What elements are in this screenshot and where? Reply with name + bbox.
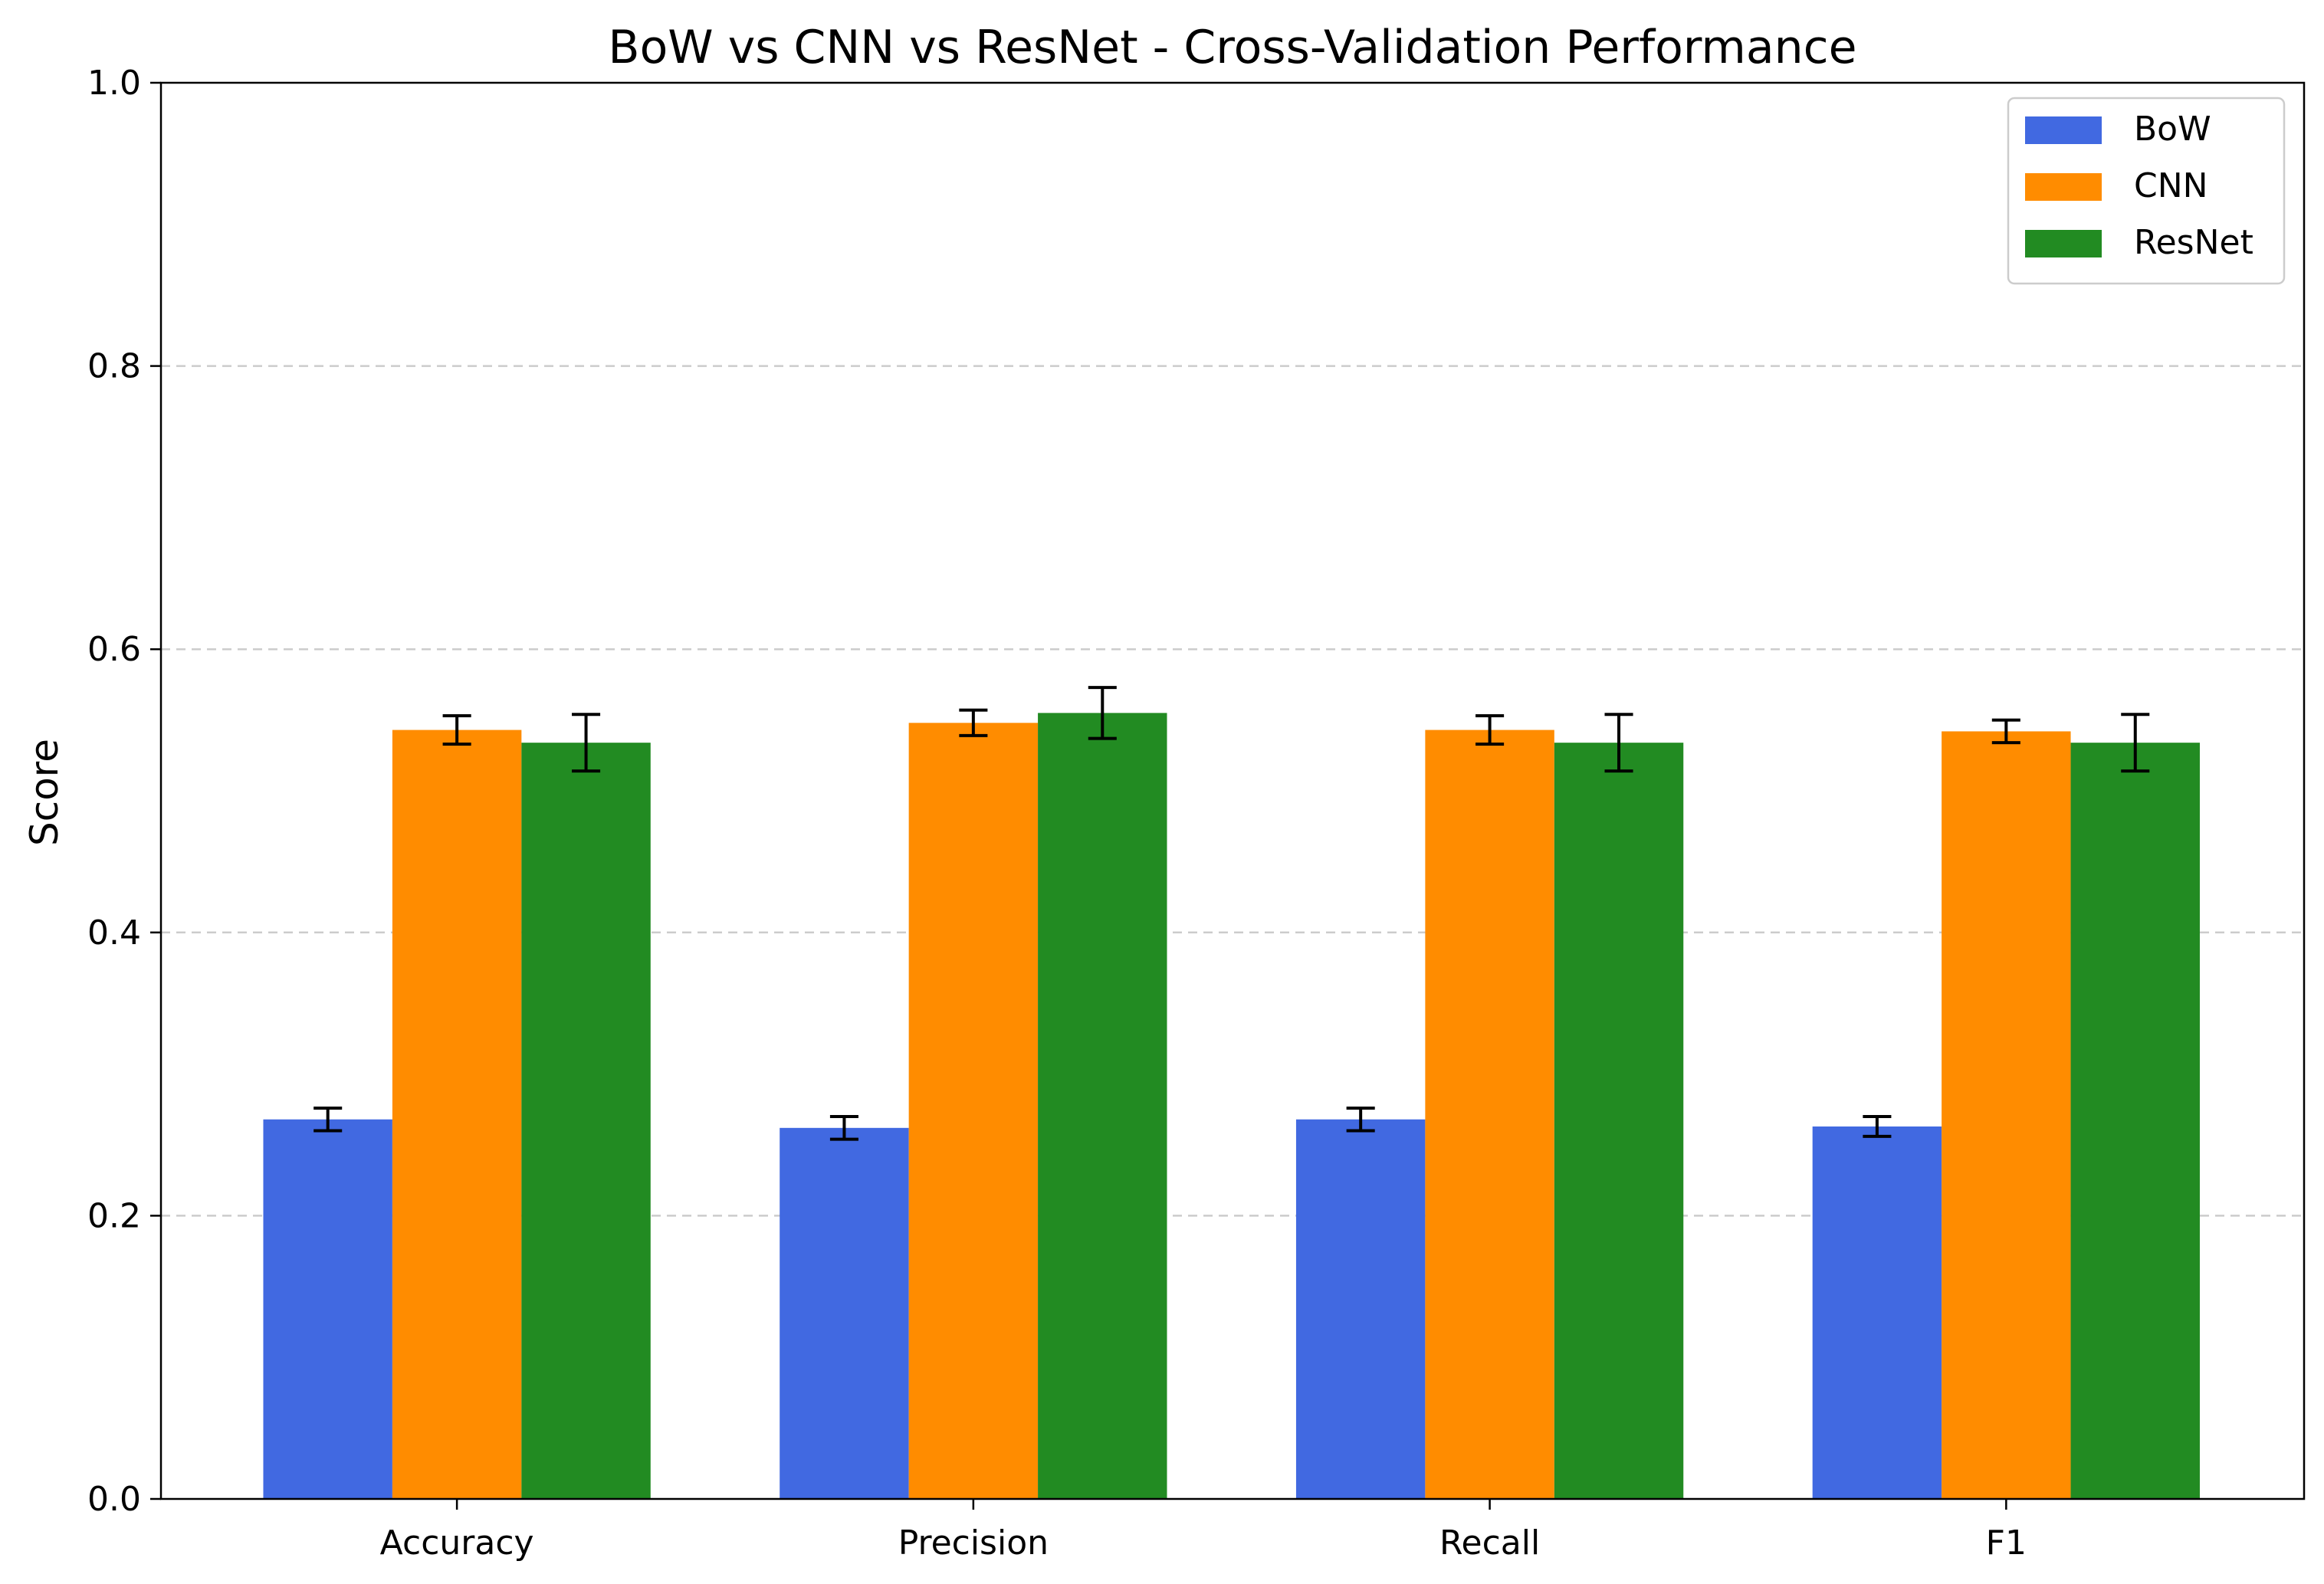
bar-bow-f1	[1812, 1126, 1942, 1499]
legend-swatch-bow	[2025, 116, 2102, 144]
y-axis-label: Score	[22, 739, 67, 846]
y-tick-label: 0.4	[87, 913, 141, 953]
legend-swatch-cnn	[2025, 173, 2102, 201]
legend-label-bow: BoW	[2134, 110, 2211, 149]
x-tick-label: F1	[1986, 1523, 2027, 1563]
legend-swatch-resnet	[2025, 230, 2102, 257]
bar-cnn-recall	[1425, 730, 1554, 1499]
bar-resnet-precision	[1038, 713, 1167, 1499]
bar-cnn-accuracy	[392, 730, 522, 1499]
bar-bow-precision	[780, 1127, 909, 1499]
bars	[263, 713, 2200, 1499]
y-tick-label: 0.0	[87, 1480, 141, 1519]
bar-bow-accuracy	[263, 1119, 392, 1499]
legend: BoW CNN ResNet	[2007, 97, 2286, 285]
x-axis-ticks: Accuracy Precision Recall F1	[380, 1499, 2027, 1563]
y-tick-label: 0.2	[87, 1196, 141, 1235]
chart-title: BoW vs CNN vs ResNet - Cross-Validation …	[608, 21, 1856, 74]
legend-label-cnn: CNN	[2134, 166, 2208, 205]
y-tick-label: 0.8	[87, 347, 141, 386]
x-tick-label: Recall	[1439, 1523, 1540, 1563]
x-tick-label: Precision	[898, 1523, 1049, 1563]
y-tick-label: 0.6	[87, 630, 141, 669]
bar-cnn-f1	[1942, 731, 2071, 1499]
bar-resnet-recall	[1554, 743, 1684, 1499]
y-axis-ticks: 0.0 0.2 0.4 0.6 0.8 1.0	[87, 64, 161, 1519]
bar-cnn-precision	[908, 723, 1039, 1499]
bar-resnet-accuracy	[521, 743, 651, 1499]
legend-label-resnet: ResNet	[2134, 223, 2253, 262]
y-tick-label: 1.0	[87, 64, 141, 103]
bar-resnet-f1	[2070, 743, 2200, 1499]
bar-bow-recall	[1295, 1119, 1426, 1499]
plot-frame	[159, 81, 2306, 1500]
error-bars	[313, 686, 2150, 1141]
x-tick-label: Accuracy	[380, 1523, 534, 1563]
